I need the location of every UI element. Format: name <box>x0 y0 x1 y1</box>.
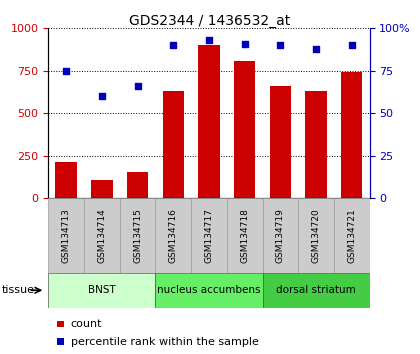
Text: GSM134715: GSM134715 <box>133 208 142 263</box>
Text: GSM134716: GSM134716 <box>169 208 178 263</box>
Bar <box>127 172 148 198</box>
Bar <box>91 179 113 198</box>
Bar <box>334 198 370 273</box>
Point <box>349 42 355 48</box>
Text: percentile rank within the sample: percentile rank within the sample <box>71 337 258 347</box>
Bar <box>341 73 362 198</box>
Bar <box>298 198 334 273</box>
Text: GSM134717: GSM134717 <box>205 208 213 263</box>
Bar <box>191 198 227 273</box>
Point <box>98 93 105 99</box>
Bar <box>198 45 220 198</box>
Text: nucleus accumbens: nucleus accumbens <box>157 285 261 295</box>
Bar <box>270 86 291 198</box>
Bar <box>262 198 298 273</box>
Point <box>170 42 177 48</box>
Text: GSM134714: GSM134714 <box>97 208 106 263</box>
Bar <box>55 162 77 198</box>
Text: GSM134721: GSM134721 <box>347 208 356 263</box>
Point <box>206 38 212 43</box>
Bar <box>234 61 255 198</box>
Bar <box>305 91 327 198</box>
Bar <box>84 198 120 273</box>
Bar <box>155 198 191 273</box>
Bar <box>155 273 262 308</box>
Bar <box>262 273 370 308</box>
Point <box>134 83 141 89</box>
Text: count: count <box>71 319 102 329</box>
Bar <box>48 273 155 308</box>
Text: GSM134718: GSM134718 <box>240 208 249 263</box>
Text: BNST: BNST <box>88 285 116 295</box>
Point <box>63 68 70 74</box>
Bar <box>48 198 84 273</box>
Bar <box>163 91 184 198</box>
Point <box>312 46 319 52</box>
Bar <box>227 198 262 273</box>
Text: dorsal striatum: dorsal striatum <box>276 285 356 295</box>
Text: GSM134720: GSM134720 <box>312 208 320 263</box>
Text: GSM134719: GSM134719 <box>276 208 285 263</box>
Bar <box>120 198 155 273</box>
Text: GDS2344 / 1436532_at: GDS2344 / 1436532_at <box>129 14 291 28</box>
Point <box>241 41 248 46</box>
Text: tissue: tissue <box>2 285 35 295</box>
Point <box>277 42 284 48</box>
Text: GSM134713: GSM134713 <box>62 208 71 263</box>
